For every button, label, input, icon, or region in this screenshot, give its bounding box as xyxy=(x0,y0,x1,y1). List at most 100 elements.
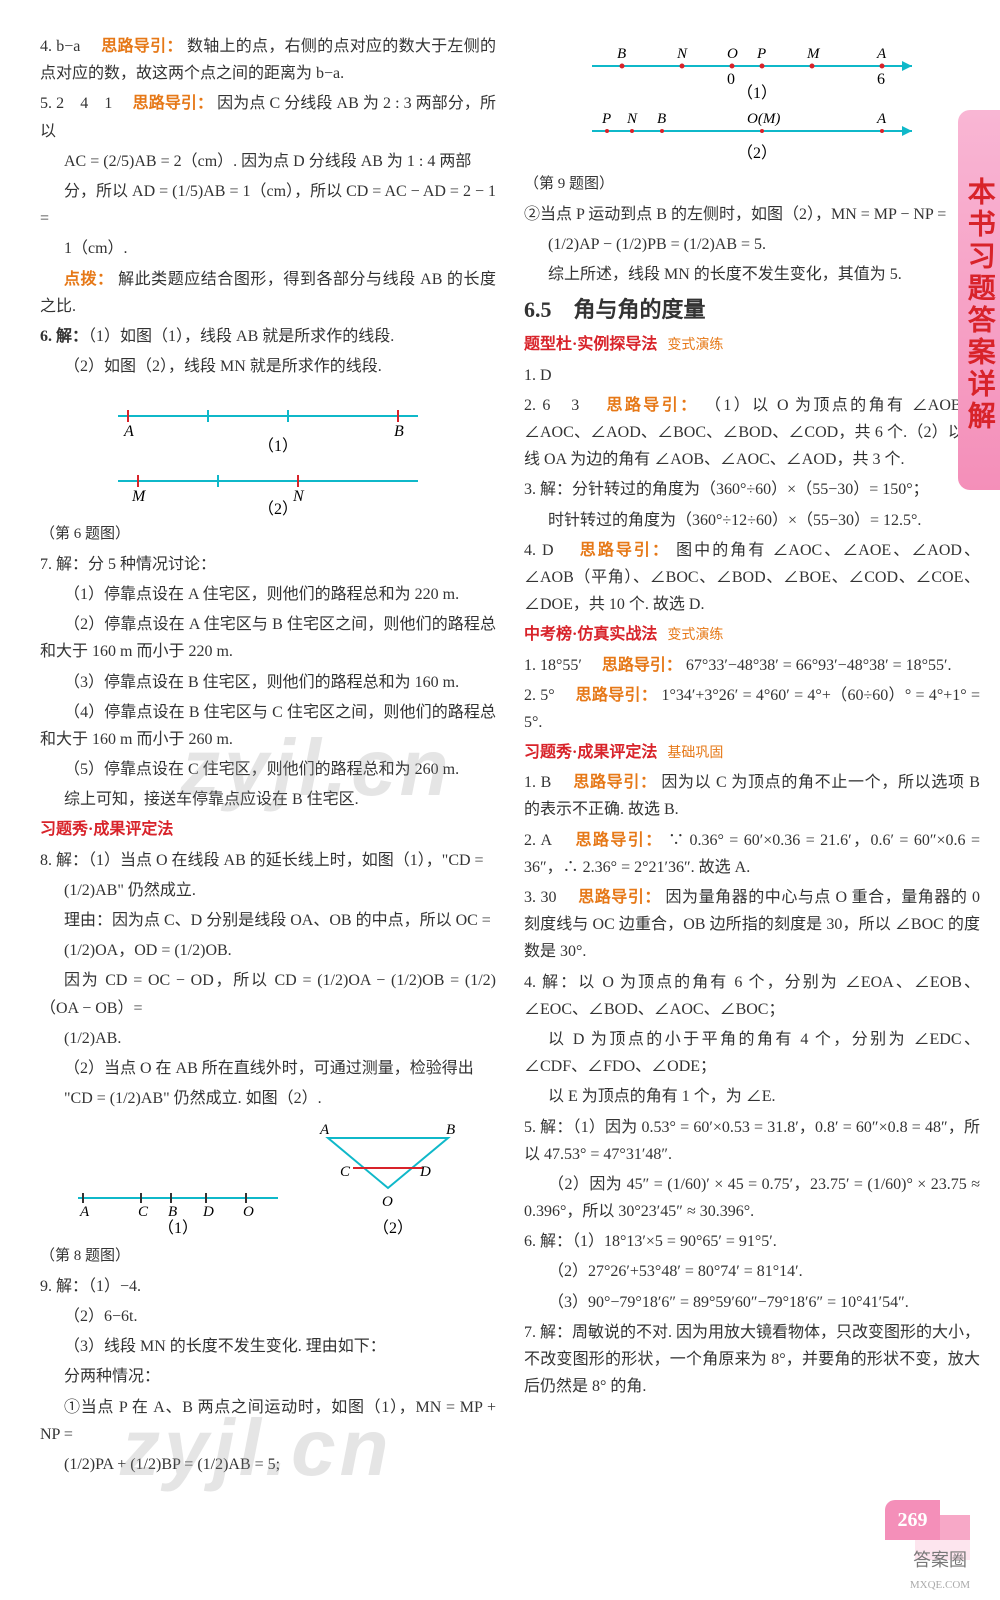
x6b: （2）27°26′+53°48′ = 80°74′ = 81°14′. xyxy=(524,1258,980,1285)
item-7-line7: 综上可知，接送车停靠点应设在 B 住宅区. xyxy=(40,786,496,813)
badge-line1: 答案圈 xyxy=(913,1545,967,1576)
site-badge: 答案圈 MXQE.COM xyxy=(880,1540,1000,1600)
r9-line3: 综上所述，线段 MN 的长度不发生变化，其值为 5. xyxy=(524,261,980,288)
item-8-line4: (1/2)OA，OD = (1/2)OB. xyxy=(40,937,496,964)
t2-ans: 2. 6 3 xyxy=(524,397,600,414)
badge-line2: MXQE.COM xyxy=(910,1576,970,1595)
t3a: 3. 解：分针转过的角度为（360°÷60）×（55−30）= 150°； xyxy=(524,476,980,503)
svg-text:A: A xyxy=(319,1122,330,1138)
item-5-line3: 分，所以 AD = (1/5)AB = 1（cm），所以 CD = AC − A… xyxy=(40,178,496,232)
svg-text:（1）: （1） xyxy=(737,84,777,102)
svg-text:M: M xyxy=(131,488,147,505)
svg-text:O: O xyxy=(382,1194,393,1210)
item-5-line1: 5. 2 4 1 思路导引： 因为点 C 分线段 AB 为 2 : 3 两部分，… xyxy=(40,90,496,144)
side-tab-text: 本书习题答案详解 xyxy=(955,177,1000,433)
item-8-line8: "CD = (1/2)AB" 仍然成立. 如图（2）. xyxy=(40,1085,496,1112)
x7a: 7. 解：周敏说的不对. 因为用放大镜看物体，只改变图形的大小，不改变图形的形状… xyxy=(524,1319,980,1401)
m2-ans: 2. 5° xyxy=(524,687,571,704)
subhead-1-text: 题型杜·实例探导法 xyxy=(524,336,657,353)
x1: 1. B 思路导引： 因为以 C 为顶点的角不止一个，所以选项 B 的表示不正确… xyxy=(524,769,980,823)
figure-9-caption: （第 9 题图） xyxy=(524,172,980,198)
svg-text:D: D xyxy=(419,1164,431,1180)
svg-text:（2）: （2） xyxy=(737,144,777,162)
subhead-1-tag: 变式演练 xyxy=(667,338,723,353)
figure-8-caption: （第 8 题图） xyxy=(40,1244,496,1270)
t4-ans: 4. D xyxy=(524,542,574,559)
item-7-line3: （2）停靠点设在 A 住宅区与 B 住宅区之间，则他们的路程总和大于 160 m… xyxy=(40,611,496,665)
svg-text:O(M): O(M) xyxy=(747,111,780,127)
svg-text:B: B xyxy=(657,111,666,127)
subhead-3: 习题秀·成果评定法 基础巩固 xyxy=(524,739,980,766)
item-7-line2: （1）停靠点设在 A 住宅区，则他们的路程总和为 220 m. xyxy=(40,581,496,608)
subhead-2: 中考榜·仿真实战法 变式演练 xyxy=(524,621,980,648)
figure-8-svg: AC BD O （1） AB CD O （2） xyxy=(68,1118,468,1238)
x5b: （2）因为 45″ = (1/60)′ × 45 = 0.75′，23.75′ … xyxy=(524,1171,980,1225)
q4-answer: 4. b−a xyxy=(40,38,97,55)
q5-answer: 5. 2 4 1 xyxy=(40,95,129,112)
figure-6-caption: （第 6 题图） xyxy=(40,522,496,548)
svg-text:6: 6 xyxy=(877,71,885,88)
m1-ans: 1. 18°55′ xyxy=(524,657,598,674)
t2: 2. 6 3 思路导引： （1）以 O 为顶点的角有 ∠AOB、∠AOC、∠AO… xyxy=(524,392,980,474)
guide-label: 思路导引： xyxy=(133,95,213,112)
m1-text: 67°33′−48°38′ = 66°93′−48°38′ = 18°55′. xyxy=(686,657,952,674)
t1: 1. D xyxy=(524,362,980,389)
svg-text:C: C xyxy=(340,1164,351,1180)
svg-text:A: A xyxy=(123,423,134,440)
svg-text:O: O xyxy=(243,1204,254,1220)
item-8-line1: 8. 解：（1）当点 O 在线段 AB 的延长线上时，如图（1），"CD = xyxy=(40,847,496,874)
tip-label: 点拨： xyxy=(64,271,114,288)
item-9-line6: (1/2)PA + (1/2)BP = (1/2)AB = 5; xyxy=(40,1451,496,1478)
svg-text:（1）: （1） xyxy=(258,437,298,455)
svg-text:N: N xyxy=(676,46,688,62)
x4a: 4. 解：以 O 为顶点的角有 6 个，分别为 ∠EOA、∠EOB、∠EOC、∠… xyxy=(524,969,980,1023)
subhead-2-text: 中考榜·仿真实战法 xyxy=(524,626,657,643)
x6a: 6. 解：（1）18°13′×5 = 90°65′ = 91°5′. xyxy=(524,1228,980,1255)
left-column: 4. b−a 思路导引： 数轴上的点，右侧的点对应的数大于左侧的点对应的数，故这… xyxy=(40,30,496,1481)
r9-line2: (1/2)AP − (1/2)PB = (1/2)AB = 5. xyxy=(524,231,980,258)
item-9-line1: 9. 解：（1）−4. xyxy=(40,1273,496,1300)
svg-text:O: O xyxy=(727,46,738,62)
item-6-line1: 6. 解：6. 解：（1）如图（1），线段 AB 就是所求作的线段.（1）如图（… xyxy=(40,323,496,350)
svg-text:B: B xyxy=(617,46,626,62)
r9-line1: ②当点 P 运动到点 B 的左侧时，如图（2），MN = MP − NP = xyxy=(524,201,980,228)
side-tab: 本书习题答案详解 xyxy=(958,110,1000,490)
page-content: 4. b−a 思路导引： 数轴上的点，右侧的点对应的数大于左侧的点对应的数，故这… xyxy=(0,0,1000,1511)
guide-label: 思路导引： xyxy=(580,542,670,559)
x6c: （3）90°−79°18′6″ = 89°59′60″−79°18′6″ = 1… xyxy=(524,1289,980,1316)
figure-6-svg: A B （1） M N （2） xyxy=(88,386,448,516)
x5a: 5. 解：（1）因为 0.53° = 60′×0.53 = 31.8′，0.8′… xyxy=(524,1114,980,1168)
x1-ans: 1. B xyxy=(524,774,569,791)
item-5-line2: AC = (2/5)AB = 2（cm）. 因为点 D 分线段 AB 为 1 :… xyxy=(40,148,496,175)
svg-text:B: B xyxy=(168,1204,177,1220)
guide-label: 思路导引： xyxy=(576,687,658,704)
section-title-65: 6.5 角与角的度量 xyxy=(524,291,980,328)
item-9-line2: （2）6−6t. xyxy=(40,1303,496,1330)
x2-ans: 2. A xyxy=(524,832,570,849)
item-5-line4: 1（cm）. xyxy=(40,235,496,262)
item-7-line6: （5）停靠点设在 C 住宅区，则他们的路程总和为 260 m. xyxy=(40,756,496,783)
subhead-xitixiu-left: 习题秀·成果评定法 xyxy=(40,816,496,843)
item-8-line7: （2）当点 O 在 AB 所在直线外时，可通过测量，检验得出 xyxy=(40,1055,496,1082)
svg-text:N: N xyxy=(626,111,638,127)
x3-ans: 3. 30 xyxy=(524,889,574,906)
svg-text:A: A xyxy=(79,1204,90,1220)
subhead-2-tag: 变式演练 xyxy=(667,628,723,643)
item-8-line3: 理由：因为点 C、D 分别是线段 OA、OB 的中点，所以 OC = xyxy=(40,907,496,934)
svg-text:A: A xyxy=(876,46,887,62)
item-8-line5: 因为 CD = OC − OD，所以 CD = (1/2)OA − (1/2)O… xyxy=(40,967,496,1021)
x4b: 以 D 为顶点的小于平角的角有 4 个，分别为 ∠EDC、∠CDF、∠FDO、∠… xyxy=(524,1026,980,1080)
svg-text:0: 0 xyxy=(727,71,735,88)
subhead-3-tag: 基础巩固 xyxy=(667,746,723,761)
figure-9-svg: BN OP MA 06 （1） PNB O(M)A （2） xyxy=(572,36,932,166)
t3b: 时针转过的角度为（360°÷12÷60）×（55−30）= 12.5°. xyxy=(524,507,980,534)
guide-label: 思路导引： xyxy=(576,832,663,849)
item-4: 4. b−a 思路导引： 数轴上的点，右侧的点对应的数大于左侧的点对应的数，故这… xyxy=(40,33,496,87)
guide-label: 思路导引： xyxy=(101,38,182,55)
item-6-line2: （2）如图（2），线段 MN 就是所求作的线段. xyxy=(40,353,496,380)
item-9-line3: （3）线段 MN 的长度不发生变化. 理由如下： xyxy=(40,1333,496,1360)
svg-text:P: P xyxy=(601,111,611,127)
x2: 2. A 思路导引： ∵ 0.36° = 60′×0.36 = 21.6′，0.… xyxy=(524,827,980,881)
guide-label: 思路导引： xyxy=(602,657,682,674)
m1: 1. 18°55′ 思路导引： 67°33′−48°38′ = 66°93′−4… xyxy=(524,652,980,679)
